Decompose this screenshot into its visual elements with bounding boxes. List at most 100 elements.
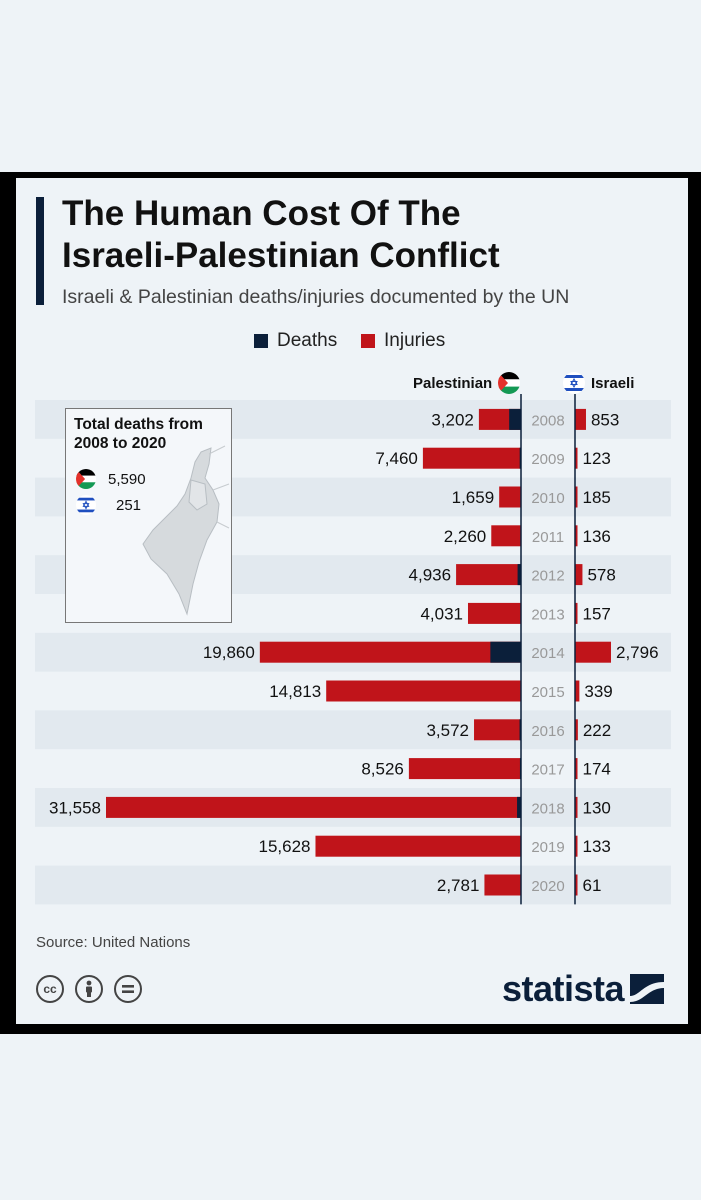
palestinian-value-label: 31,558	[49, 798, 101, 817]
israeli-value-label: 174	[583, 760, 611, 779]
year-label: 2013	[531, 606, 564, 623]
palestine-flag-icon	[76, 469, 96, 489]
palestinian-value-label: 1,659	[452, 488, 495, 507]
palestinian-bar-2009	[422, 447, 521, 469]
israeli-bar-2011	[575, 525, 578, 547]
palestinian-value-label: 3,572	[426, 721, 469, 740]
row-band	[35, 865, 671, 905]
inset-title: Total deaths from 2008 to 2020	[74, 415, 232, 453]
israeli-bar-2014	[575, 641, 611, 663]
israeli-bar-2020	[575, 874, 578, 896]
title-accent-bar	[36, 197, 44, 305]
israeli-bar-2008	[575, 408, 586, 430]
inset-israeli-total: 251	[76, 495, 141, 515]
inset-palestinian-total: 5,590	[76, 469, 146, 489]
palestinian-value-label: 4,031	[420, 604, 463, 623]
statista-mark-icon	[630, 974, 665, 1004]
israel-flag-icon	[76, 495, 96, 515]
israeli-value-label: 157	[583, 604, 611, 623]
year-label: 2014	[531, 645, 564, 662]
palestinian-bar-2018	[106, 796, 521, 818]
year-label: 2016	[531, 723, 564, 740]
israeli-header: Israeli	[563, 372, 634, 394]
palestinian-value-label: 7,460	[375, 449, 418, 468]
israeli-value-label: 61	[583, 876, 602, 895]
palestinian-deaths-bar-2018	[517, 796, 521, 818]
inset-israeli-value: 251	[116, 496, 142, 514]
israeli-header-label: Israeli	[591, 374, 635, 392]
inset-palestinian-value: 5,590	[108, 470, 146, 488]
year-label: 2017	[531, 762, 564, 779]
israeli-bar-2016	[575, 719, 578, 741]
year-label: 2008	[531, 412, 564, 429]
israeli-value-label: 222	[583, 721, 611, 740]
total-deaths-inset: Total deaths from 2008 to 2020 5,590 251	[65, 408, 232, 623]
palestinian-bar-2020	[484, 874, 521, 896]
chart-title-line-2: Israeli-Palestinian Conflict	[62, 236, 500, 275]
row-band	[35, 710, 671, 750]
creative-commons-icon: cc	[36, 975, 64, 1003]
israeli-bar-2009	[575, 447, 578, 469]
israeli-value-label: 578	[587, 566, 615, 585]
map-icon	[142, 445, 230, 616]
attribution-icon	[75, 975, 103, 1003]
palestinian-bar-2015	[326, 680, 521, 702]
chart-title-line-1: The Human Cost Of The	[62, 194, 461, 233]
palestinian-deaths-bar-2014	[490, 641, 521, 663]
palestinian-deaths-bar-2008	[509, 408, 521, 430]
israeli-bar-2012	[575, 564, 583, 586]
year-label: 2012	[531, 568, 564, 585]
israeli-value-label: 185	[583, 488, 611, 507]
legend-swatch-injuries	[361, 334, 375, 348]
palestinian-value-label: 14,813	[269, 682, 321, 701]
israeli-bar-2013	[575, 602, 578, 624]
source-note: Source: United Nations	[36, 934, 191, 951]
palestinian-bar-2012	[456, 564, 521, 586]
palestinian-value-label: 3,202	[431, 410, 474, 429]
palestinian-value-label: 2,781	[437, 876, 480, 895]
palestinian-deaths-bar-2012	[517, 564, 521, 586]
israeli-value-label: 130	[583, 798, 611, 817]
legend-label-injuries: Injuries	[384, 330, 446, 351]
inset-title-line-2: 2008 to 2020	[74, 435, 167, 452]
year-label: 2009	[531, 451, 564, 468]
year-label: 2020	[531, 878, 564, 895]
palestinian-bar-2016	[474, 719, 521, 741]
year-label: 2018	[531, 800, 564, 817]
legend-injuries: Injuries	[361, 330, 445, 352]
palestine-flag-icon	[498, 372, 521, 394]
palestinian-value-label: 2,260	[444, 527, 487, 546]
palestinian-bar-2014	[259, 641, 521, 663]
year-label: 2010	[531, 490, 564, 507]
palestinian-bar-2011	[491, 525, 521, 547]
israel-flag-icon	[563, 372, 585, 394]
year-label: 2019	[531, 839, 564, 856]
inset-title-line-1: Total deaths from	[74, 416, 203, 433]
palestinian-value-label: 15,628	[258, 837, 310, 856]
israeli-value-label: 853	[591, 410, 619, 429]
israeli-value-label: 2,796	[616, 643, 659, 662]
palestinian-bar-2017	[408, 758, 521, 780]
year-label: 2011	[532, 529, 564, 546]
legend-label-deaths: Deaths	[277, 330, 338, 351]
palestinian-value-label: 19,860	[203, 643, 255, 662]
palestinian-value-label: 4,936	[409, 566, 452, 585]
israeli-bar-2018	[575, 796, 578, 818]
chart-subtitle: Israeli & Palestinian deaths/injuries do…	[62, 286, 570, 308]
israeli-value-label: 133	[583, 837, 611, 856]
israeli-bar-2015	[575, 680, 580, 702]
statista-wordmark: statista	[502, 968, 625, 1009]
israeli-bar-2017	[575, 758, 578, 780]
israeli-value-label: 123	[583, 449, 611, 468]
year-label: 2015	[531, 684, 564, 701]
palestinian-header: Palestinian	[413, 372, 521, 394]
no-derivatives-icon	[114, 975, 142, 1003]
palestinian-value-label: 8,526	[361, 760, 404, 779]
chart-title: The Human Cost Of The Israeli-Palestinia…	[62, 193, 682, 277]
legend-deaths: Deaths	[254, 330, 337, 352]
israeli-bar-2010	[575, 486, 578, 508]
license-icons: cc	[36, 975, 153, 1003]
israeli-value-label: 136	[583, 527, 611, 546]
israeli-bar-2019	[575, 835, 578, 857]
